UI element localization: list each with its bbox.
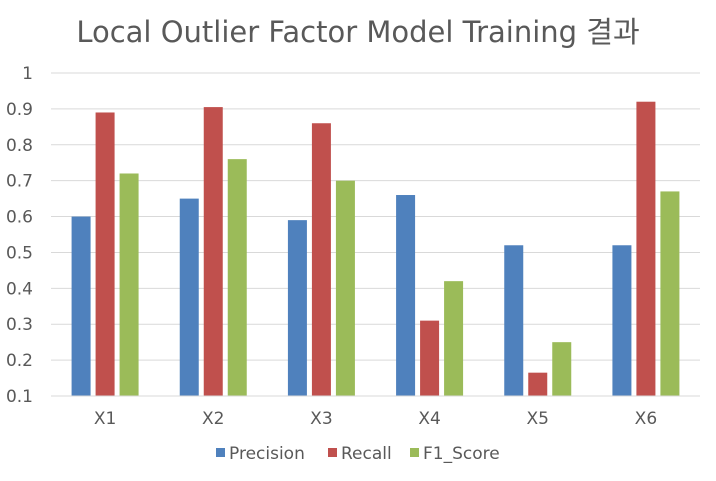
y-tick-label: 0.4 [6, 279, 33, 299]
bar-f1-score-x5 [552, 342, 572, 396]
x-category-label: X5 [527, 409, 549, 429]
legend-label-recall: Recall [341, 444, 392, 464]
bar-precision-x1 [71, 216, 91, 396]
x-category-label: X1 [94, 409, 116, 429]
x-category-label: X4 [418, 409, 440, 429]
y-tick-label: 1 [22, 64, 33, 84]
x-category-label: X6 [635, 409, 657, 429]
x-axis: X1 X2 X3 X4 X5 X6 [51, 395, 700, 429]
bar-f1-score-x2 [227, 159, 247, 396]
bar-f1-score-x4 [444, 281, 464, 396]
bar-precision-x4 [396, 195, 416, 396]
y-tick-label: 0.9 [6, 100, 33, 120]
bar-precision-x5 [504, 245, 524, 396]
x-category-label: X2 [202, 409, 224, 429]
bar-precision-x2 [179, 198, 199, 396]
bar-f1-score-x1 [119, 173, 139, 396]
bar-f1-score-x6 [660, 191, 680, 396]
y-tick-label: 0.8 [6, 136, 33, 156]
y-tick-label: 0.2 [6, 351, 33, 371]
legend-swatch-precision [216, 448, 225, 457]
bar-precision-x6 [612, 245, 632, 396]
bar-recall-x1 [95, 112, 115, 396]
legend-label-f1-score: F1_Score [423, 444, 500, 464]
bar-precision-x3 [287, 220, 307, 396]
x-category-label: X3 [310, 409, 332, 429]
bar-recall-x4 [420, 320, 440, 396]
legend-label-precision: Precision [229, 444, 305, 464]
bars [71, 101, 680, 396]
y-axis-ticks: 0.1 0.2 0.3 0.4 0.5 0.6 0.7 0.8 0.9 1 [6, 64, 33, 407]
y-tick-label: 0.6 [6, 208, 33, 228]
y-tick-label: 0.3 [6, 315, 33, 335]
y-tick-label: 0.7 [6, 172, 33, 192]
chart-title: Local Outlier Factor Model Training 결과 [76, 15, 639, 49]
y-tick-label: 0.5 [6, 243, 33, 263]
bar-recall-x5 [528, 372, 548, 396]
bar-recall-x3 [311, 123, 331, 396]
bar-recall-x2 [203, 107, 223, 396]
y-tick-label: 0.1 [6, 387, 33, 407]
gridlines [51, 72, 700, 361]
bar-recall-x6 [636, 101, 656, 396]
legend-swatch-recall [328, 448, 337, 457]
legend: Precision Recall F1_Score [216, 444, 500, 464]
bar-f1-score-x3 [335, 180, 355, 396]
legend-swatch-f1-score [410, 448, 419, 457]
